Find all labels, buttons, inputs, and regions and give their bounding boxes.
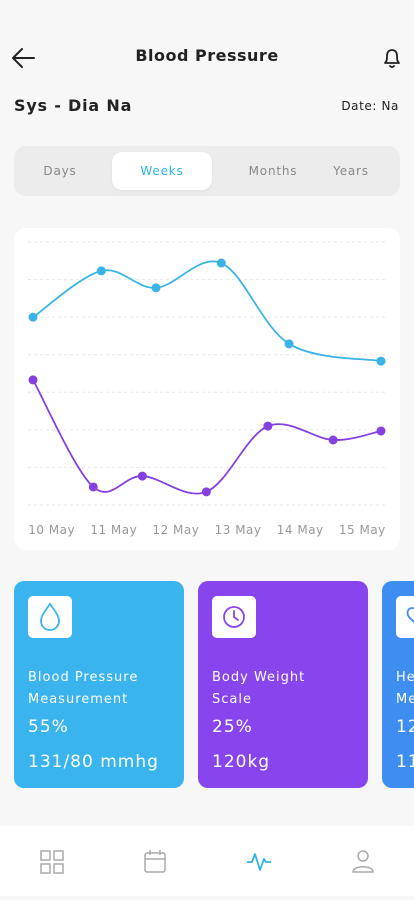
card-title: Blood Pressure Measurement [28,667,138,711]
nav-calendar[interactable] [144,850,166,873]
icon-glyph [40,602,60,631]
icon-glyph [223,606,245,628]
card-title: He Me [396,667,414,711]
data-point [96,266,106,276]
device-card[interactable]: He Me 12 11 [382,581,414,788]
notification-button[interactable] [381,46,403,70]
period-tab[interactable]: Months [248,164,298,178]
back-button[interactable] [10,46,36,70]
data-point [28,312,38,322]
chart: 10 May 11 May 12 May 13 May 14 May 15 May [28,241,386,537]
card-reading: 120kg [212,752,271,772]
chart-card: 10 May 11 May 12 May 13 May 14 May 15 May [14,228,400,550]
x-tick-label: 10 May [28,523,75,537]
card-title-line: Body Weight [212,670,306,685]
line-series [32,260,382,362]
data-point [88,482,98,492]
data-point [201,487,211,497]
card-icon [212,596,256,638]
data-point [28,375,38,385]
date-label: Date: Na [341,99,399,113]
nav-dashboard[interactable] [40,850,64,874]
data-point [284,339,294,349]
device-card[interactable]: Blood Pressure Measurement 55% 131/80 mmhg [14,581,184,788]
nav-icons [40,850,374,874]
card-reading: 131/80 mmhg [28,752,159,772]
x-tick-label: 15 May [339,523,386,537]
period-tab[interactable]: Days [43,164,77,178]
period-tab[interactable]: Years [333,164,369,178]
data-point [137,471,147,481]
card-title: Body Weight Scale [212,667,305,711]
card-percent: 55% [28,717,69,737]
card-title-line: Measurement [28,692,129,707]
data-point [328,435,338,445]
card-icon [28,596,72,638]
data-point [263,421,273,431]
line-series [32,379,382,495]
card-percent: 25% [212,717,253,737]
x-tick-label: 12 May [152,523,199,537]
period-tabs: Days Weeks Months Years [14,146,400,196]
device-cards: Blood Pressure Measurement 55% 131/80 mmhg B… [0,581,414,788]
x-tick-label: 14 May [277,523,324,537]
nav-profile[interactable] [352,850,374,873]
card-title-line: Me [396,692,414,707]
card-title-line: Blood Pressure [28,670,139,685]
x-tick-label: 11 May [90,523,137,537]
bottom-nav [0,826,414,896]
icon-glyph [406,607,414,624]
device-card[interactable]: Body Weight Scale 25% 120kg [198,581,368,788]
card-title-line: He [396,670,414,685]
period-tab[interactable]: Weeks [112,152,212,190]
data-point [151,283,161,293]
data-point [376,356,386,366]
sys-dia-label: Sys - Dia Na [14,96,133,115]
data-point [376,426,386,436]
card-percent: 12 [396,717,414,737]
card-title-line: Scale [212,692,252,707]
x-tick-label: 13 May [215,523,262,537]
nav-activity[interactable] [247,853,271,871]
card-reading: 11 [396,752,414,772]
page-title: Blood Pressure [135,46,279,65]
card-icon [396,596,414,638]
data-point [216,258,226,268]
